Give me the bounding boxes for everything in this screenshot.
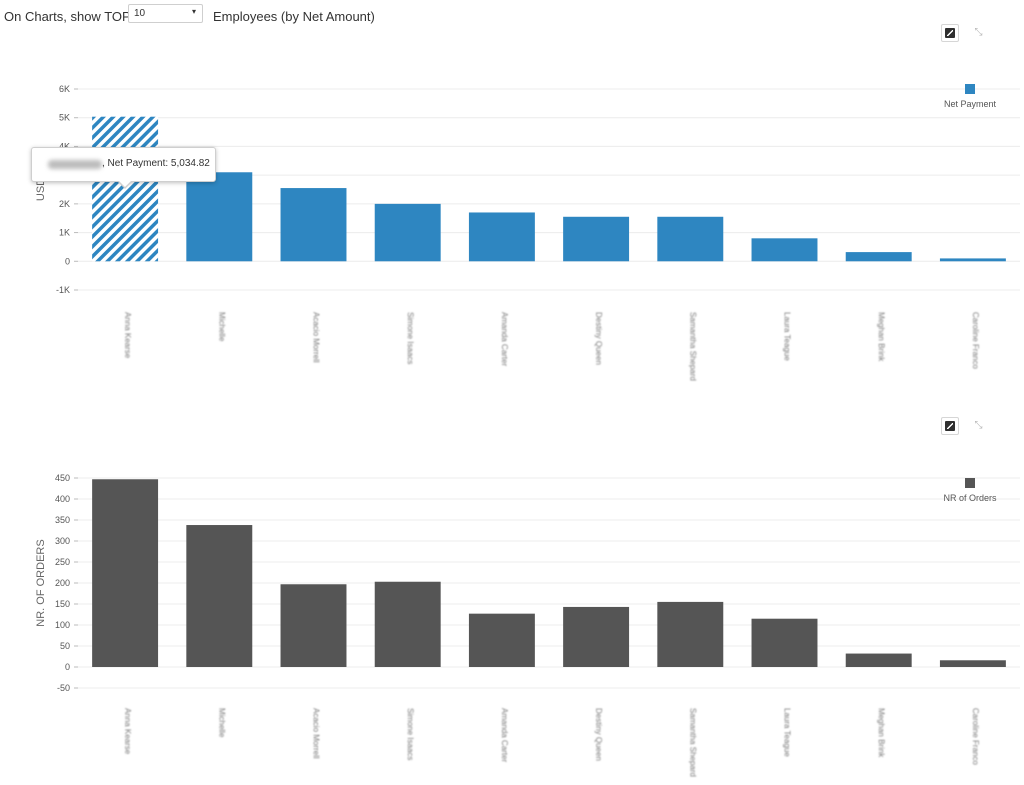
bar[interactable] <box>939 660 1006 667</box>
x-category-label: Simone Isaacs <box>406 708 415 760</box>
orders-chart-svg: -50 0 50 100 150 200 250 300 350 400 450 NR. OF ORD… <box>35 473 1020 777</box>
y-tick-label: 350 <box>55 515 70 525</box>
legend-swatch <box>965 478 975 488</box>
x-category-label: Amanda Carter <box>500 708 509 763</box>
y-tick-label: 0 <box>65 662 70 672</box>
x-category-label: Amanda Carter <box>500 312 509 367</box>
bar[interactable] <box>563 606 630 667</box>
x-category-label: Destiny Queen <box>594 708 603 761</box>
y-tick-label: 50 <box>60 641 70 651</box>
tooltip-text: , Net Payment: 5,034.82 <box>102 158 210 169</box>
x-category-label: Caroline Franco <box>971 708 980 765</box>
top-n-prefix-label: On Charts, show TOP <box>4 9 131 24</box>
y-axis-label: NR. OF ORDERS <box>35 539 47 626</box>
x-category-label: Anna Kearse <box>123 312 132 359</box>
export-image-icon <box>945 421 955 431</box>
chevron-down-icon: ▾ <box>191 7 196 16</box>
y-tick-label: 200 <box>55 578 70 588</box>
expand-icon: ⤡ <box>974 420 983 431</box>
legend-label[interactable]: NR of Orders <box>943 493 997 503</box>
y-axis-label: USD <box>35 178 47 201</box>
top-n-selected-value: 10 <box>134 8 146 19</box>
bar[interactable] <box>92 116 159 262</box>
bar[interactable] <box>280 188 347 262</box>
x-category-label: Samantha Shepard <box>688 708 697 777</box>
y-tick-label: 2K <box>59 199 70 209</box>
bar-tooltip: , Net Payment: 5,034.82 <box>31 147 216 189</box>
export-image-icon <box>945 28 955 38</box>
expand-button[interactable]: ⤡ <box>970 417 988 435</box>
bar[interactable] <box>751 618 818 667</box>
x-category-label: Laura Teague <box>783 708 792 757</box>
legend-swatch <box>965 84 975 94</box>
bar[interactable] <box>845 653 912 667</box>
export-image-button[interactable] <box>941 417 959 435</box>
x-category-label: Samantha Shepard <box>688 312 697 381</box>
x-category-label: Caroline Franco <box>971 312 980 369</box>
bar[interactable] <box>751 238 818 262</box>
net-payment-chart-svg: -1K01K2K3K4K5K6KUSDAnna KearseMichelleAc… <box>35 84 1020 381</box>
y-tick-label: -50 <box>57 683 70 693</box>
y-tick-label: -1K <box>56 285 70 295</box>
bar[interactable] <box>845 252 912 262</box>
bar[interactable] <box>92 479 159 667</box>
tooltip-arrow <box>117 180 133 189</box>
expand-button[interactable]: ⤡ <box>970 24 988 42</box>
legend-label[interactable]: Net Payment <box>944 99 997 109</box>
tooltip-employee-name-redacted <box>48 160 102 169</box>
y-tick-label: 100 <box>55 620 70 630</box>
y-tick-label: 150 <box>55 599 70 609</box>
y-tick-label: 0 <box>65 256 70 266</box>
bar[interactable] <box>280 584 347 667</box>
export-image-button[interactable] <box>941 24 959 42</box>
y-tick-label: 1K <box>59 228 70 238</box>
x-category-label: Michelle <box>217 708 226 738</box>
expand-icon: ⤡ <box>974 27 983 38</box>
x-category-label: Michelle <box>217 312 226 342</box>
x-category-label: Anna Kearse <box>123 708 132 755</box>
y-tick-label: 250 <box>55 557 70 567</box>
x-category-label: Laura Teague <box>783 312 792 361</box>
bar[interactable] <box>468 613 535 667</box>
y-tick-label: 450 <box>55 473 70 483</box>
x-category-label: Meghan Brink <box>877 708 886 758</box>
x-category-label: Destiny Queen <box>594 312 603 365</box>
y-tick-label: 4K <box>59 141 70 151</box>
net-payment-chart: -1K01K2K3K4K5K6KUSDAnna KearseMichelleAc… <box>31 24 1020 381</box>
y-tick-label: 6K <box>59 84 70 94</box>
bar[interactable] <box>657 601 724 667</box>
orders-chart: -50 0 50 100 150 200 250 300 350 400 450 NR. OF ORD… <box>0 400 1024 785</box>
x-category-label: Simone Isaacs <box>406 312 415 364</box>
x-category-label: Acacio Morrell <box>312 312 321 363</box>
x-category-label: Meghan Brink <box>877 312 886 362</box>
bar[interactable] <box>374 581 441 667</box>
bar[interactable] <box>563 216 630 262</box>
y-tick-label: 5K <box>59 113 70 123</box>
bar[interactable] <box>468 212 535 262</box>
top-n-suffix-label: Employees (by Net Amount) <box>213 9 375 24</box>
bar[interactable] <box>939 258 1006 262</box>
bar[interactable] <box>186 525 253 667</box>
top-filter-bar: On Charts, show TOP 10 ▾ Employees (by N… <box>0 0 1024 32</box>
bar[interactable] <box>374 203 441 262</box>
bar[interactable] <box>657 216 724 262</box>
y-tick-label: 300 <box>55 536 70 546</box>
x-category-label: Acacio Morrell <box>312 708 321 759</box>
bar[interactable] <box>186 172 253 262</box>
top-n-select[interactable]: 10 ▾ <box>128 4 203 23</box>
y-tick-label: 400 <box>55 494 70 504</box>
